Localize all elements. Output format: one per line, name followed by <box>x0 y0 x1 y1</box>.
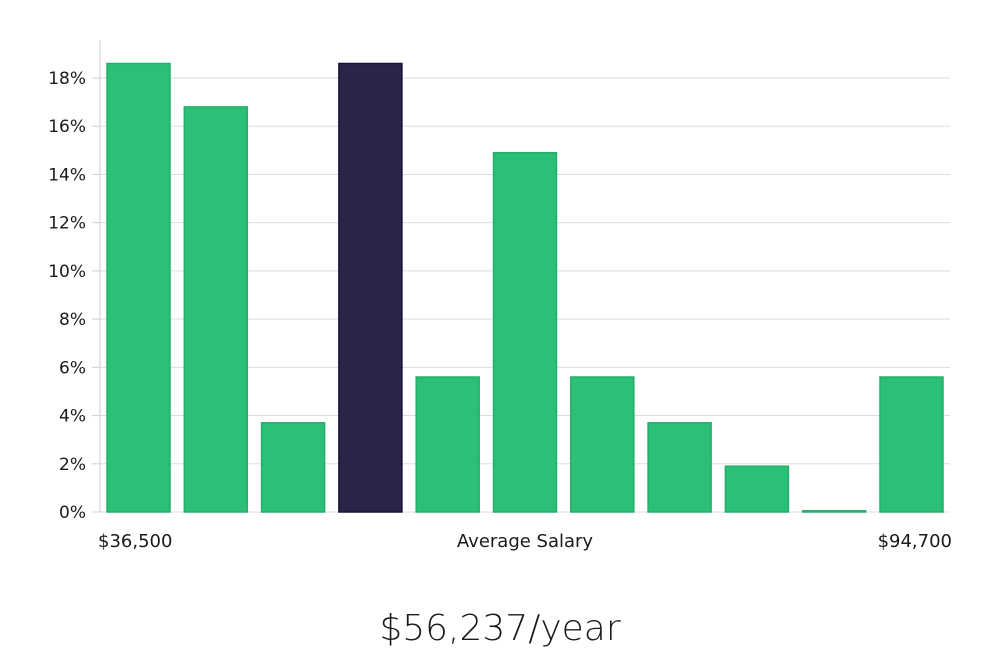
y-tick-label: 6% <box>59 358 86 378</box>
x-max-label: $94,700 <box>878 531 952 552</box>
x-min-label: $36,500 <box>98 531 172 552</box>
x-axis-label: Average Salary <box>457 531 594 552</box>
bar <box>570 376 635 513</box>
bar <box>415 376 480 513</box>
bars <box>106 62 944 513</box>
bar <box>724 465 790 513</box>
y-tick-label: 14% <box>48 165 86 185</box>
y-tick-label: 0% <box>59 503 86 523</box>
y-tick-label: 8% <box>59 310 86 330</box>
average-salary-value: $56,237/year <box>379 608 621 649</box>
bar <box>106 62 171 513</box>
y-tick-label: 18% <box>48 69 86 89</box>
bar <box>183 106 249 513</box>
bar <box>647 422 712 513</box>
y-tick-label: 10% <box>48 262 86 282</box>
y-tick-label: 4% <box>59 407 86 427</box>
y-axis-ticks: 0% 2% 4% 6% 8% 10% 12% 14% 16% 18% <box>48 69 100 523</box>
y-tick-label: 16% <box>48 117 86 137</box>
y-tick-label: 2% <box>59 455 86 475</box>
salary-histogram: 0% 2% 4% 6% 8% 10% 12% 14% 16% 18% $36,500 Averag… <box>48 40 952 552</box>
bar <box>492 151 558 513</box>
bar <box>879 376 944 513</box>
y-tick-label: 12% <box>48 214 86 234</box>
bar <box>260 422 326 513</box>
bar <box>801 510 867 513</box>
bar-highlighted <box>338 62 403 513</box>
